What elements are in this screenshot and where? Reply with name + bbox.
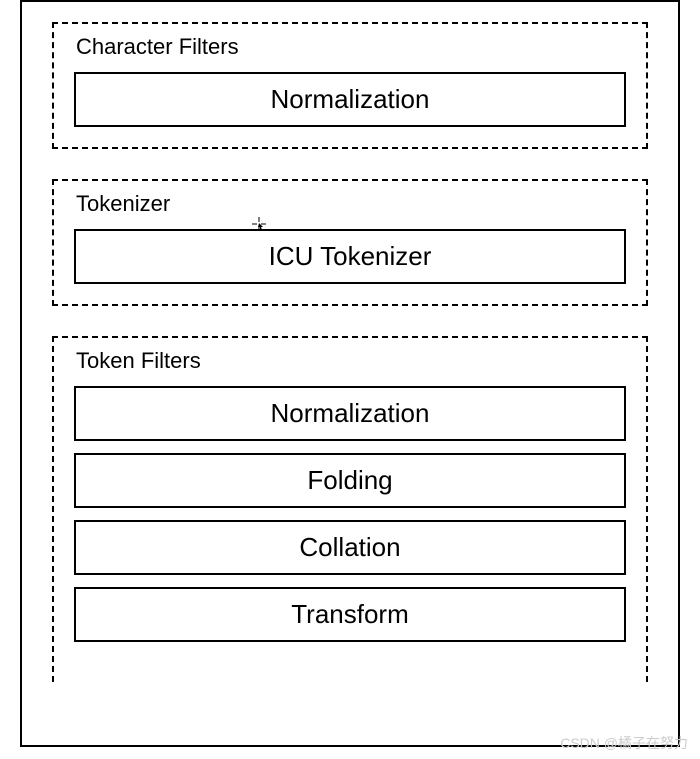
filter-item-collation: Collation xyxy=(74,520,626,575)
section-title: Token Filters xyxy=(74,348,626,374)
tokenizer-item-icu: ICU Tokenizer xyxy=(74,229,626,284)
section-character-filters: Character Filters Normalization xyxy=(52,22,648,149)
filter-item-normalization: Normalization xyxy=(74,72,626,127)
section-title: Character Filters xyxy=(74,34,626,60)
analyzer-diagram: Character Filters Normalization Tokenize… xyxy=(20,0,680,747)
filter-item-folding: Folding xyxy=(74,453,626,508)
section-tokenizer: Tokenizer ICU Tokenizer xyxy=(52,179,648,306)
section-token-filters: Token Filters Normalization Folding Coll… xyxy=(52,336,648,682)
filter-item-transform: Transform xyxy=(74,587,626,642)
section-title: Tokenizer xyxy=(74,191,626,217)
filter-item-normalization: Normalization xyxy=(74,386,626,441)
watermark-text: CSDN @橘子在努力 xyxy=(560,733,688,753)
